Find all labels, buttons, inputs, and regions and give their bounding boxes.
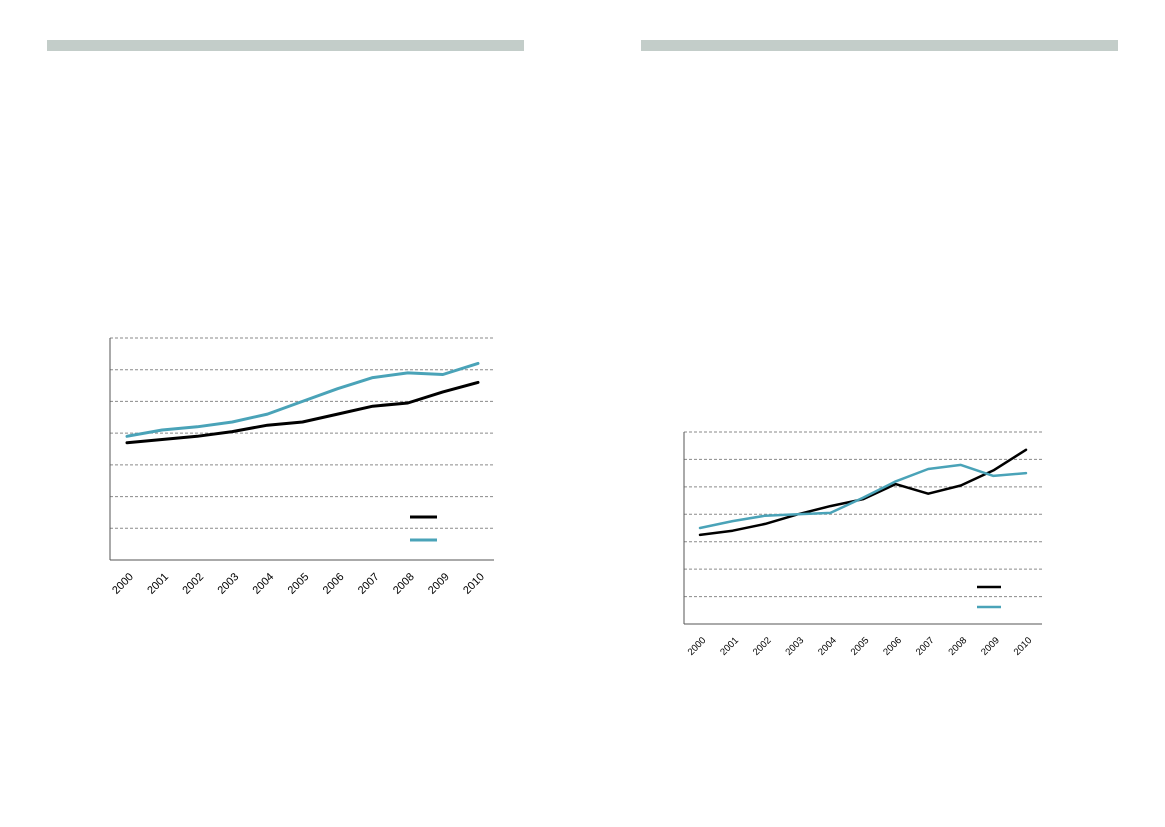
x-tick-label: 2009 [979,635,1002,658]
header-bar-right [641,40,1118,51]
series-line-2 [698,463,1028,530]
x-tick-label: 2008 [946,635,969,658]
x-tick-label: 2001 [145,571,171,597]
x-tick-label: 2005 [286,571,312,597]
line-chart-left: 2000 2001 2002 2003 2004 2005 2006 2007 2008 2009… [109,337,494,597]
series-line-1 [125,380,480,445]
x-tick-label: 2002 [751,635,774,658]
x-tick-label: 2010 [461,571,487,597]
x-tick-label: 2005 [849,635,872,658]
line-chart-right: 2000 2001 2002 2003 2004 2005 2006 2007 2008 2009… [683,431,1042,658]
x-tick-label: 2004 [816,635,839,658]
x-tick-label: 2001 [718,635,741,658]
header-bar-left [47,40,524,51]
x-tick-label: 2000 [110,571,136,597]
x-tick-label: 2003 [783,635,806,658]
x-tick-label: 2006 [881,635,904,658]
series-line-1 [698,448,1028,537]
x-tick-label: 2002 [180,571,206,597]
x-tick-label: 2007 [914,635,937,658]
x-tick-label: 2009 [426,571,452,597]
x-tick-label: 2006 [321,571,347,597]
x-tick-label: 2003 [215,571,241,597]
x-tick-label: 2004 [251,571,277,597]
x-tick-label: 2007 [356,571,382,597]
x-tick-label: 2008 [391,571,417,597]
x-tick-label: 2010 [1012,635,1035,658]
x-tick-label: 2000 [686,635,709,658]
series-line-2 [125,361,480,438]
